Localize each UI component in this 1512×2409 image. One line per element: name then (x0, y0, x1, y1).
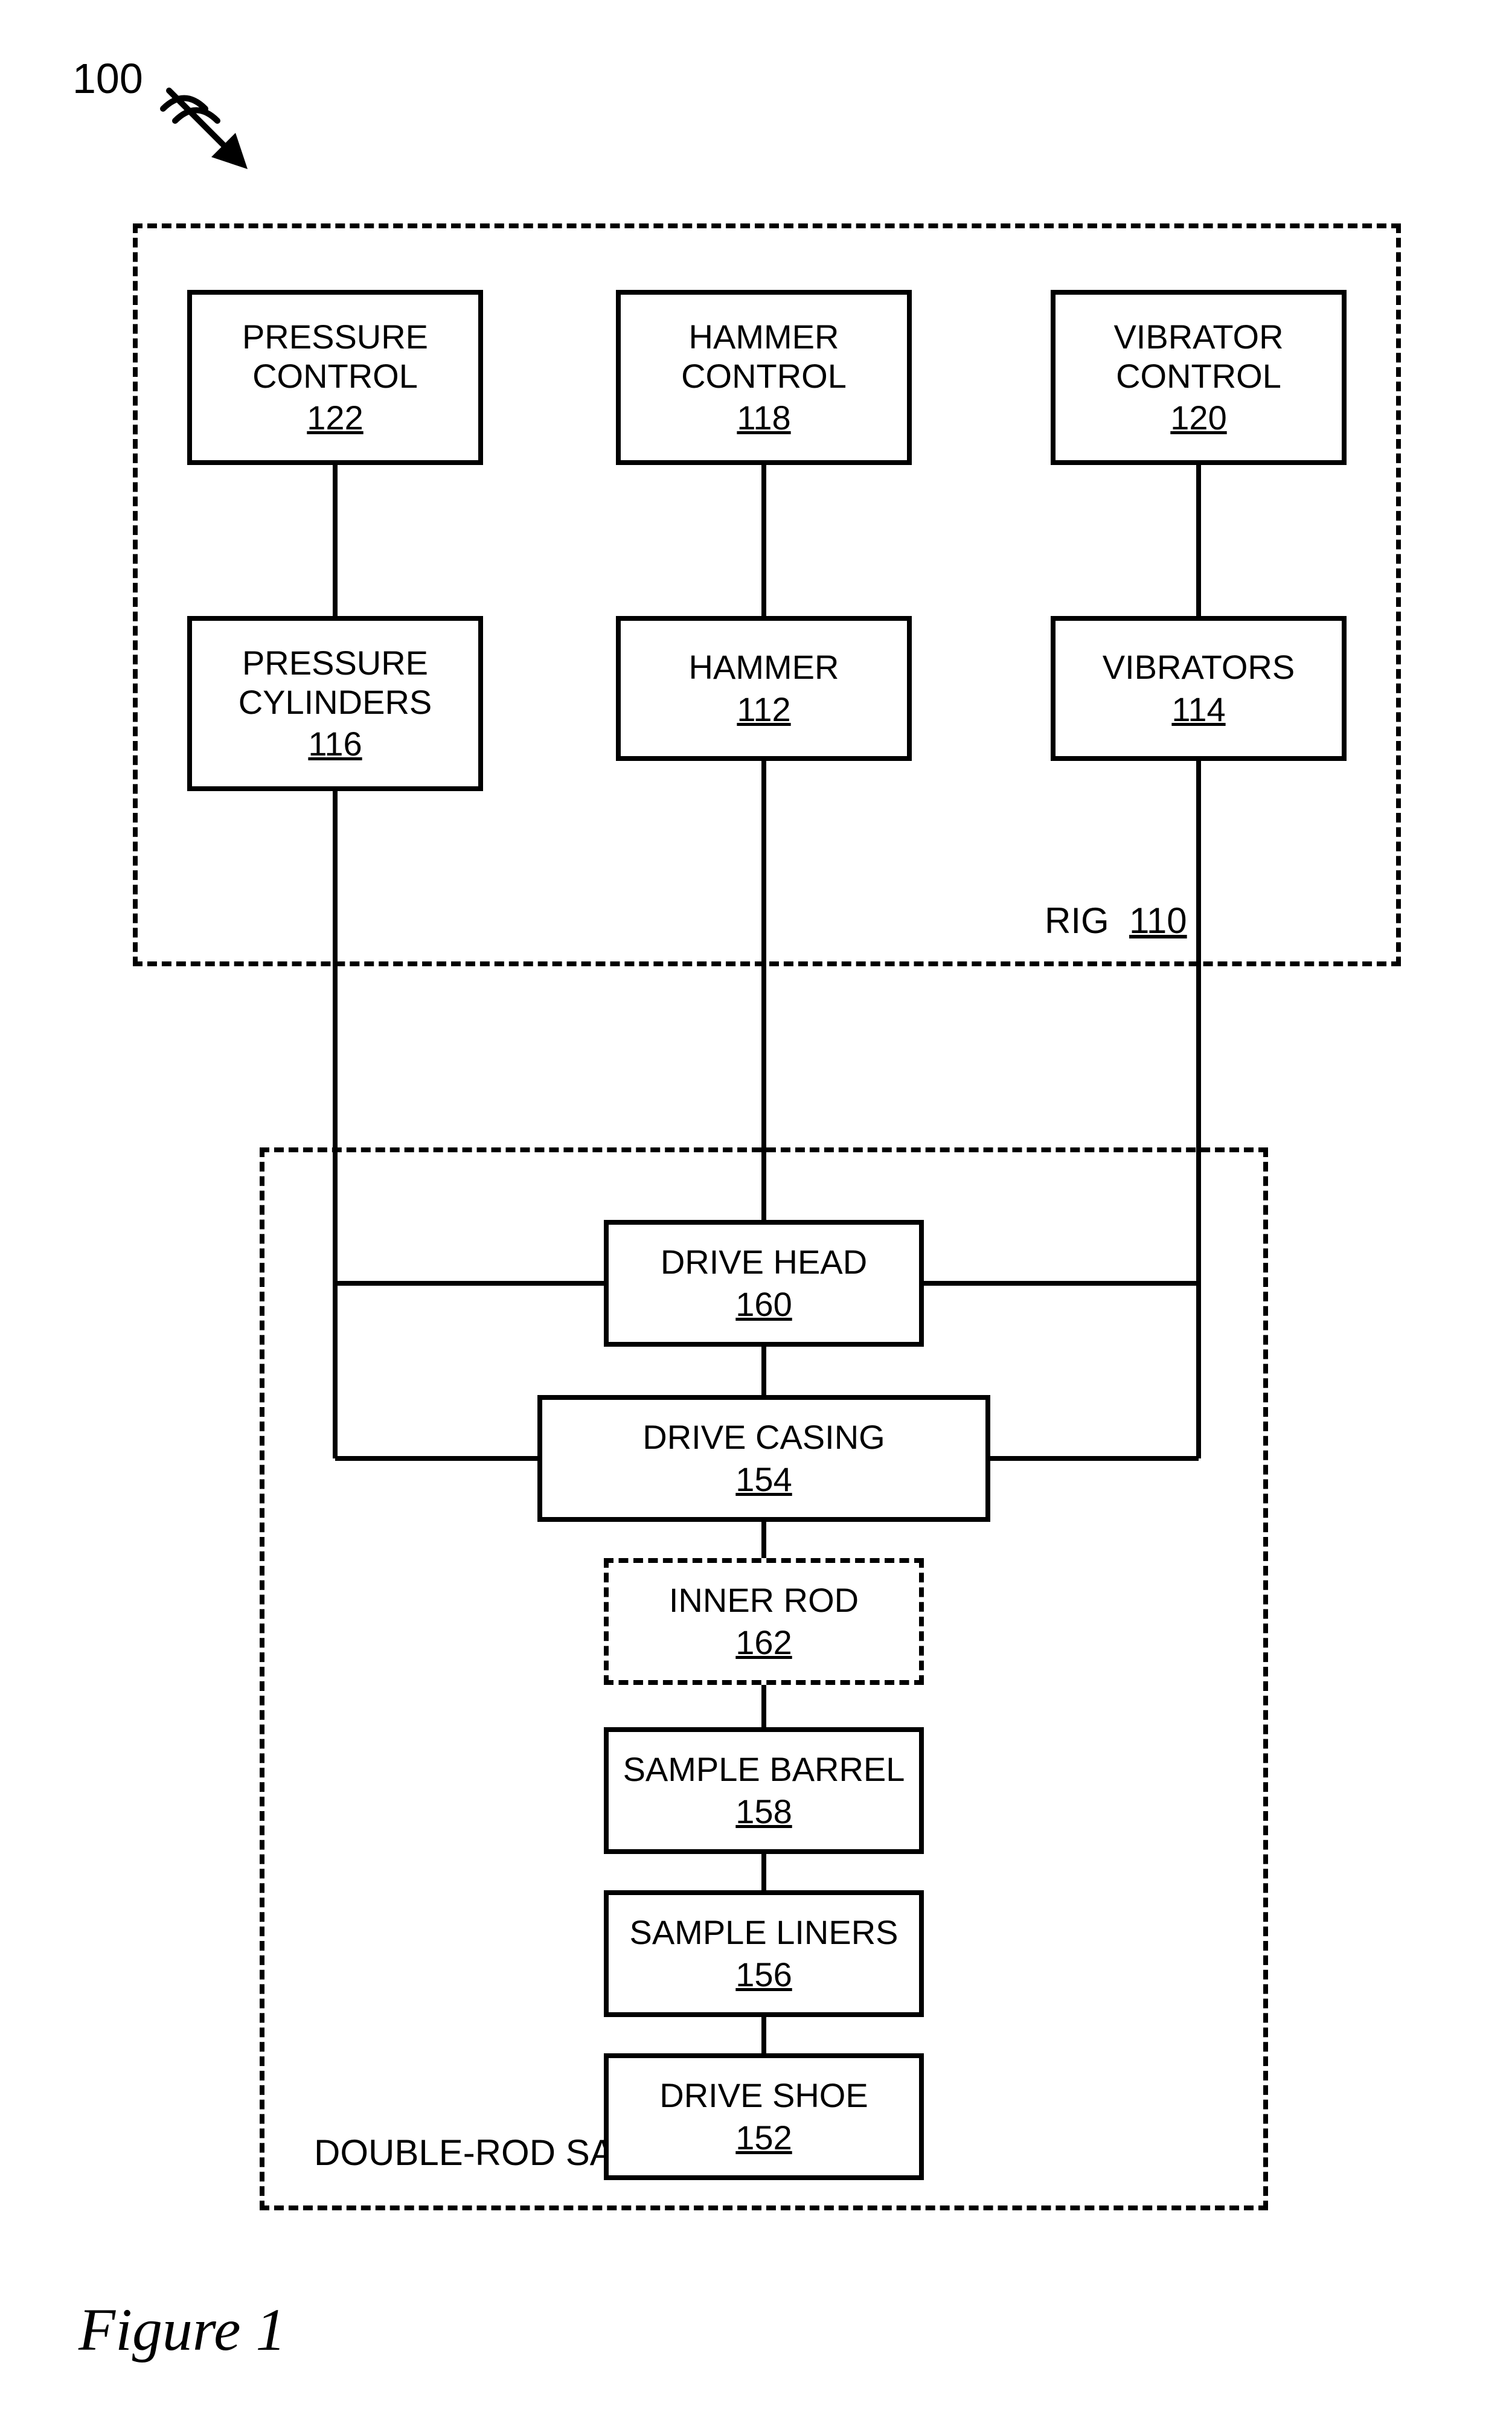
drive-casing-box: DRIVE CASING154 (537, 1395, 990, 1522)
drive-shoe-box: DRIVE SHOE152 (604, 2053, 924, 2180)
drive-head-label: DRIVE HEAD (661, 1243, 867, 1281)
vibrators-label: VIBRATORS (1103, 648, 1295, 687)
drive-casing-label: DRIVE CASING (642, 1418, 885, 1457)
pressure-cylinders-num: 116 (308, 724, 362, 763)
hammer-control-num: 118 (737, 398, 790, 437)
inner-rod-num: 162 (735, 1623, 792, 1662)
drive-head-num: 160 (735, 1285, 792, 1324)
drive-casing-num: 154 (735, 1460, 792, 1499)
sample-barrel-label: SAMPLE BARREL (623, 1750, 905, 1789)
vibrator-control-box: VIBRATOR CONTROL120 (1051, 290, 1347, 465)
rig-label: RIG 110 (1045, 900, 1187, 941)
hammer-control-label: HAMMER CONTROL (681, 318, 847, 396)
inner-rod-box: INNER ROD162 (604, 1558, 924, 1685)
figure-caption: Figure 1 (78, 2295, 286, 2364)
drive-shoe-label: DRIVE SHOE (659, 2076, 868, 2115)
hammer-num: 112 (737, 690, 790, 729)
rig-label-num: 110 (1129, 900, 1187, 941)
vibrators-num: 114 (1171, 690, 1225, 729)
pressure-control-box: PRESSURE CONTROL122 (187, 290, 483, 465)
sample-liners-num: 156 (735, 1955, 792, 1994)
pressure-cylinders-box: PRESSURE CYLINDERS116 (187, 616, 483, 791)
figure-ref-num: 100 (72, 54, 143, 103)
vibrator-control-label: VIBRATOR CONTROL (1113, 318, 1283, 396)
vibrator-control-num: 120 (1170, 398, 1226, 437)
sample-liners-box: SAMPLE LINERS156 (604, 1890, 924, 2017)
sample-liners-label: SAMPLE LINERS (629, 1913, 898, 1952)
drive-shoe-num: 152 (735, 2118, 792, 2157)
sample-barrel-num: 158 (735, 1792, 792, 1831)
hammer-label: HAMMER (689, 648, 839, 687)
rig-label-text: RIG (1045, 900, 1109, 941)
diagram-canvas: 100 RIG 110 DOUBLE-ROD SAMPLER 150 Figur… (0, 0, 1512, 2409)
pressure-control-num: 122 (307, 398, 363, 437)
vibrators-box: VIBRATORS114 (1051, 616, 1347, 761)
hammer-control-box: HAMMER CONTROL118 (616, 290, 912, 465)
inner-rod-label: INNER ROD (669, 1581, 859, 1620)
axis-arrow-icon (151, 72, 260, 181)
sample-barrel-box: SAMPLE BARREL158 (604, 1727, 924, 1854)
hammer-box: HAMMER112 (616, 616, 912, 761)
pressure-cylinders-label: PRESSURE CYLINDERS (239, 644, 432, 722)
drive-head-box: DRIVE HEAD 160 (604, 1220, 924, 1347)
pressure-control-label: PRESSURE CONTROL (242, 318, 428, 396)
